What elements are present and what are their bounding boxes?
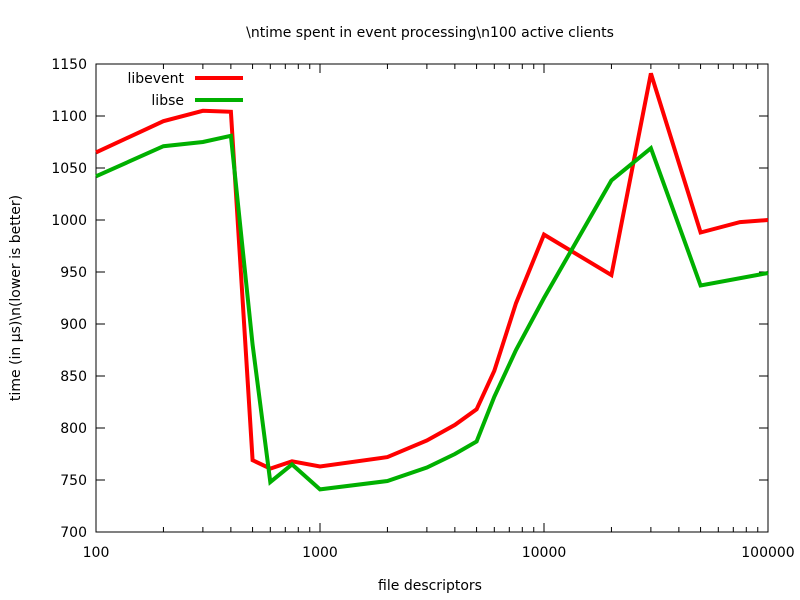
y-tick-label: 1050: [51, 161, 87, 177]
y-tick-label: 850: [60, 369, 87, 385]
x-tick-label: 10000: [522, 545, 567, 561]
y-axis-label: time (in µs)\n(lower is better): [8, 195, 24, 401]
plot-frame: [95, 63, 769, 533]
y-tick-label: 700: [60, 525, 87, 541]
series-lines: [95, 72, 769, 492]
x-axis-label: file descriptors: [378, 578, 482, 594]
chart-title: \ntime spent in event processing\n100 ac…: [246, 25, 614, 41]
x-tick-label: 1000: [302, 545, 338, 561]
y-tick-label: 950: [60, 265, 87, 281]
y-axis-ticks: 700 750 800 850 900 950 1000 1050 1100 1150: [51, 57, 768, 541]
legend-label-libevent: libevent: [127, 71, 184, 87]
y-tick-label: 750: [60, 473, 87, 489]
series-line-libevent: [95, 72, 769, 471]
x-axis-ticks: 100 1000 10000 100000: [83, 64, 795, 561]
y-tick-label: 1000: [51, 213, 87, 229]
series-line-libse: [95, 133, 769, 492]
x-tick-label: 100000: [741, 545, 794, 561]
legend: libevent libse: [127, 71, 243, 109]
legend-label-libse: libse: [151, 93, 184, 109]
y-tick-label: 1100: [51, 109, 87, 125]
x-tick-label: 100: [83, 545, 110, 561]
y-tick-label: 800: [60, 421, 87, 437]
y-tick-label: 900: [60, 317, 87, 333]
y-tick-label: 1150: [51, 57, 87, 73]
